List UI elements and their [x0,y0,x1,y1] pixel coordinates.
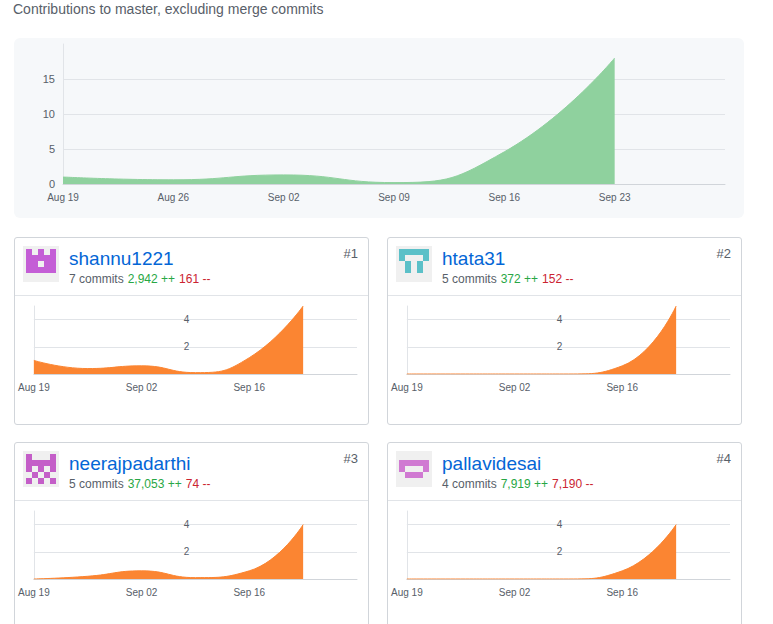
svg-text:10: 10 [43,108,55,120]
html-text:htata31: htata31 [442,248,506,269]
svg-text:Aug 19: Aug 19 [18,382,50,393]
html-text:Contributions to master, exclu: Contributions to master, excluding merge… [13,1,324,17]
svg-text:4: 4 [557,314,563,325]
svg-text:2: 2 [557,341,563,352]
svg-text:Sep 16: Sep 16 [606,382,638,393]
svg-text:Aug 19: Aug 19 [47,192,79,203]
svg-text:0: 0 [49,178,55,190]
html-text:4 commits 7,919 ++ 7,190 --: 4 commits 7,919 ++ 7,190 -- [442,477,594,491]
html-text:5 commits 37,053 ++ 74 --: 5 commits 37,053 ++ 74 -- [69,477,211,491]
svg-text:Aug 19: Aug 19 [391,382,423,393]
svg-text:Sep 16: Sep 16 [488,192,520,203]
svg-text:4: 4 [184,519,190,530]
svg-text:Sep 02: Sep 02 [126,382,158,393]
svg-text:2: 2 [557,546,563,557]
svg-text:Sep 02: Sep 02 [268,192,300,203]
svg-text:Aug 19: Aug 19 [391,587,423,598]
svg-text:2: 2 [184,341,190,352]
svg-text:Aug 26: Aug 26 [157,192,189,203]
svg-text:15: 15 [43,73,55,85]
svg-text:Sep 02: Sep 02 [499,587,531,598]
svg-text:Sep 02: Sep 02 [499,382,531,393]
html-text:#1: #1 [343,246,358,261]
html-text:7 commits 2,942 ++ 161 --: 7 commits 2,942 ++ 161 -- [69,272,211,286]
html-text:#4: #4 [716,451,731,466]
svg-text:Aug 19: Aug 19 [18,587,50,598]
svg-text:Sep 09: Sep 09 [378,192,410,203]
svg-text:2: 2 [184,546,190,557]
svg-text:Sep 16: Sep 16 [233,587,265,598]
html-text:shannu1221: shannu1221 [69,248,174,269]
html-text:5 commits 372 ++ 152 --: 5 commits 372 ++ 152 -- [442,272,574,286]
svg-text:Sep 23: Sep 23 [599,192,631,203]
html-text:neerajpadarthi: neerajpadarthi [69,453,191,474]
svg-text:4: 4 [184,314,190,325]
svg-text:4: 4 [557,519,563,530]
svg-text:Sep 02: Sep 02 [126,587,158,598]
svg-text:5: 5 [49,143,55,155]
html-text:pallavidesai: pallavidesai [442,453,542,474]
svg-text:Sep 16: Sep 16 [233,382,265,393]
svg-text:Sep 16: Sep 16 [606,587,638,598]
html-text:#3: #3 [343,451,358,466]
html-text:#2: #2 [716,246,731,261]
